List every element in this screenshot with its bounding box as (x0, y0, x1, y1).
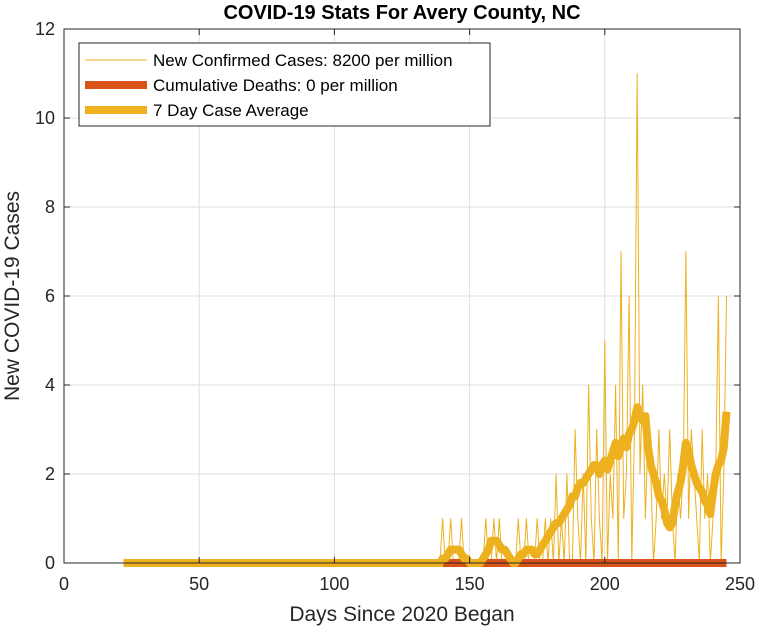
y-tick-label: 0 (45, 553, 55, 573)
y-tick-label: 2 (45, 464, 55, 484)
x-tick-label: 0 (59, 574, 69, 594)
series-line-new-confirmed-cases-8200-per-million (123, 73, 727, 564)
x-axis-label: Days Since 2020 Began (289, 603, 514, 626)
x-tick-label: 200 (590, 574, 620, 594)
legend-entry-label: Cumulative Deaths: 0 per million (153, 76, 398, 95)
x-tick-label: 150 (455, 574, 485, 594)
y-tick-label: 8 (45, 197, 55, 217)
chart-title: COVID-19 Stats For Avery County, NC (223, 2, 580, 24)
y-axis-label: New COVID-19 Cases (1, 191, 24, 401)
series-line-7-day-case-average (123, 403, 731, 567)
x-tick-label: 100 (319, 574, 349, 594)
ticks: 0 50 100 150 200 250 0 2 4 6 8 10 12 (35, 19, 755, 594)
x-tick-label: 50 (189, 574, 209, 594)
y-tick-label: 10 (35, 108, 55, 128)
legend: New Confirmed Cases: 8200 per million Cum… (78, 42, 491, 127)
legend-entry-label: 7 Day Case Average (153, 101, 309, 120)
y-tick-label: 6 (45, 286, 55, 306)
y-tick-label: 4 (45, 375, 55, 395)
y-tick-label: 12 (35, 19, 55, 39)
legend-box (78, 42, 491, 127)
legend-entry-label: New Confirmed Cases: 8200 per million (153, 51, 453, 70)
x-tick-label: 250 (725, 574, 755, 594)
